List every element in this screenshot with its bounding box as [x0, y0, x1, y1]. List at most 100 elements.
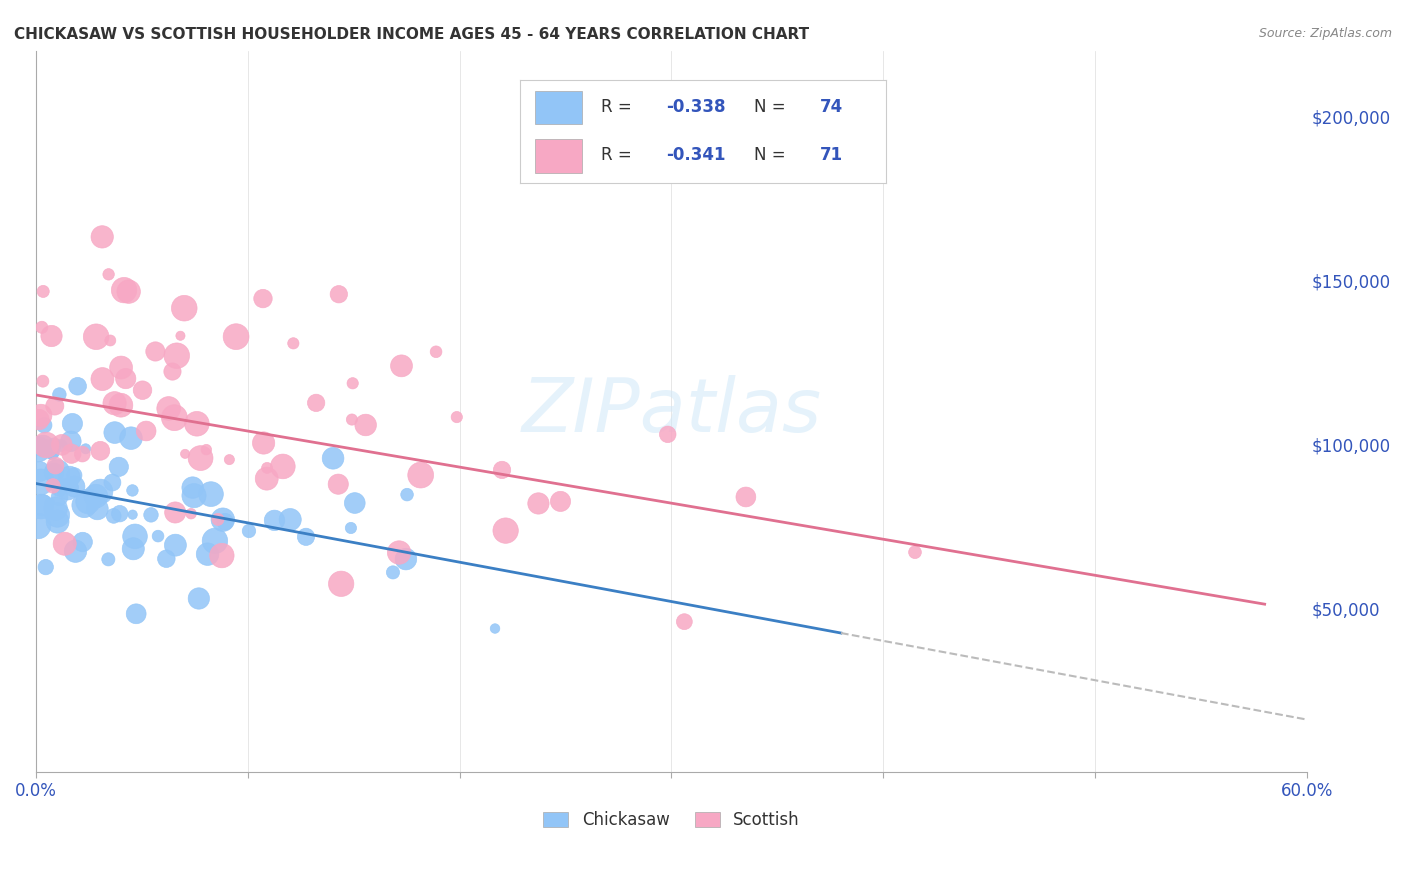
Point — [51, 438, 73, 452]
Point — [354, 417, 377, 432]
Point — [89, 443, 111, 458]
Point — [110, 398, 132, 412]
Point — [104, 425, 127, 440]
Point — [32, 418, 55, 433]
Point — [122, 541, 145, 556]
Point — [32, 285, 55, 299]
Point — [409, 468, 432, 483]
Point — [195, 442, 218, 457]
Point — [97, 552, 120, 566]
Point — [86, 501, 108, 516]
Point — [48, 482, 70, 496]
Point — [72, 447, 94, 461]
Point — [491, 463, 513, 477]
Point — [173, 301, 195, 316]
Text: -0.338: -0.338 — [666, 98, 725, 116]
Point — [135, 424, 157, 438]
Point — [31, 320, 53, 334]
Point — [904, 545, 927, 559]
Point — [28, 465, 51, 479]
Point — [391, 359, 413, 373]
Point — [31, 498, 53, 512]
Point — [60, 417, 83, 431]
Point — [91, 230, 114, 244]
Point — [211, 549, 233, 563]
Text: R =: R = — [600, 146, 637, 164]
Point — [187, 591, 209, 606]
Point — [27, 442, 49, 457]
Point — [97, 268, 120, 282]
Point — [388, 545, 411, 559]
Point — [328, 477, 350, 491]
Point — [734, 490, 756, 504]
Point — [58, 470, 80, 484]
Point — [62, 480, 84, 494]
Point — [271, 459, 294, 474]
Text: R =: R = — [600, 98, 637, 116]
Point — [41, 329, 63, 343]
Point — [59, 434, 82, 449]
Point — [169, 328, 191, 343]
Point — [112, 283, 135, 297]
Point — [197, 547, 219, 561]
Point — [35, 437, 58, 451]
Text: N =: N = — [754, 98, 792, 116]
Point — [89, 484, 111, 499]
Point — [110, 360, 132, 375]
Point — [63, 468, 86, 483]
FancyBboxPatch shape — [534, 139, 582, 173]
Point — [72, 535, 94, 549]
Point — [446, 410, 468, 425]
Point — [121, 508, 143, 522]
Point — [91, 372, 114, 386]
Point — [30, 475, 52, 489]
Point — [328, 287, 350, 301]
Point — [48, 387, 70, 401]
Point — [41, 446, 63, 460]
Point — [278, 513, 301, 527]
Point — [53, 537, 76, 551]
Point — [44, 458, 66, 473]
Point — [163, 410, 186, 425]
Point — [48, 490, 70, 504]
Point — [425, 344, 447, 359]
Text: 71: 71 — [820, 146, 844, 164]
Point — [35, 438, 58, 452]
Point — [218, 452, 240, 467]
Point — [183, 489, 205, 503]
Point — [342, 376, 364, 391]
Point — [495, 524, 517, 538]
Text: 74: 74 — [820, 98, 844, 116]
Point — [114, 371, 136, 385]
Point — [46, 515, 69, 529]
Point — [124, 529, 146, 543]
Point — [395, 552, 418, 566]
Point — [51, 438, 73, 452]
Point — [46, 508, 69, 522]
Point — [330, 576, 353, 591]
Point — [305, 396, 328, 410]
Point — [256, 472, 278, 486]
Point — [56, 482, 79, 496]
Point — [45, 501, 67, 516]
Point — [165, 506, 187, 520]
Point — [283, 336, 305, 351]
Point — [42, 479, 65, 493]
Point — [190, 451, 212, 466]
Point — [108, 507, 131, 521]
Point — [139, 508, 162, 522]
Point — [396, 488, 419, 502]
Point — [32, 439, 55, 453]
Point — [75, 442, 97, 456]
Point — [41, 444, 63, 458]
Point — [27, 519, 49, 533]
Point — [84, 489, 107, 503]
Text: -0.341: -0.341 — [666, 146, 725, 164]
Point — [103, 396, 125, 410]
Point — [84, 330, 107, 344]
Point — [38, 496, 60, 510]
Point — [204, 533, 226, 548]
Point — [181, 481, 204, 495]
Point — [98, 334, 121, 348]
Point — [157, 401, 180, 416]
